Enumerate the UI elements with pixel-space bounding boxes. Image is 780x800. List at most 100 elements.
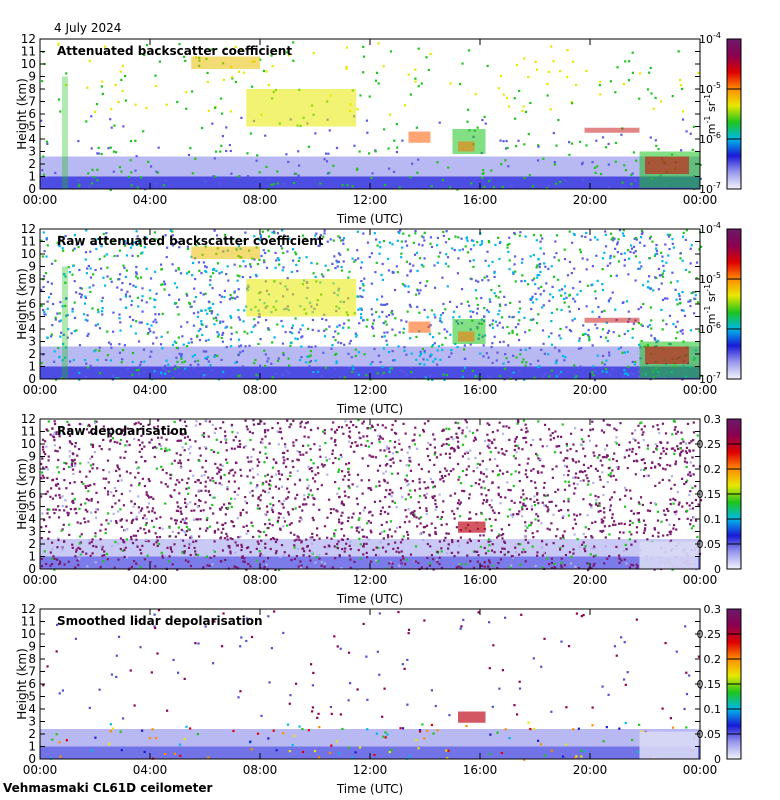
heatmap-cell (596, 238, 599, 241)
heatmap-cell (393, 501, 397, 504)
heatmap-cell (319, 455, 322, 458)
heatmap-cell (389, 458, 392, 461)
heatmap-cell (225, 506, 228, 510)
heatmap-cell (485, 468, 488, 471)
heatmap-cell (155, 336, 158, 339)
heatmap-cell (118, 240, 121, 243)
heatmap-cell (58, 320, 61, 323)
heatmap-cell (187, 477, 190, 480)
y-tick-label: 5 (28, 310, 36, 324)
heatmap-cell (564, 553, 568, 557)
heatmap-cell (668, 523, 671, 526)
heatmap-cell (135, 518, 138, 521)
heatmap-cell (637, 370, 640, 373)
heatmap-cell (536, 273, 539, 277)
heatmap-cell (501, 537, 504, 540)
heatmap-cell (43, 518, 46, 522)
heatmap-cell (660, 251, 663, 254)
heatmap-cell (649, 287, 652, 290)
heatmap-cell (312, 518, 315, 522)
heatmap-cell (602, 485, 605, 488)
heatmap-cell (406, 533, 410, 536)
heatmap-cell (96, 168, 99, 171)
heatmap-cell (488, 458, 492, 461)
heatmap-cell (589, 553, 592, 556)
heatmap-cell (98, 346, 101, 349)
heatmap-cell (187, 153, 191, 157)
heatmap-cell (286, 487, 289, 490)
heatmap-cell (47, 459, 50, 462)
heatmap-cell (196, 518, 199, 521)
heatmap-cell (469, 560, 472, 563)
heatmap-cell (64, 499, 67, 502)
heatmap-cell (580, 347, 583, 350)
heatmap-cell (684, 457, 687, 460)
heatmap-cell (399, 541, 403, 544)
heatmap-cell (197, 499, 201, 502)
heatmap-cell (102, 560, 105, 563)
heatmap-cell (311, 477, 315, 480)
heatmap-cell (183, 436, 187, 439)
heatmap-cell (406, 451, 409, 454)
heatmap-cell (674, 426, 677, 429)
heatmap-cell (246, 475, 249, 478)
heatmap-cell (579, 248, 582, 251)
heatmap-cell (510, 564, 513, 567)
heatmap-cell (212, 268, 216, 271)
heatmap-cell (669, 464, 672, 467)
heatmap-cell (207, 435, 210, 438)
y-tick-label: 2 (28, 347, 36, 361)
heatmap-cell (214, 150, 218, 153)
heatmap-cell (654, 96, 657, 99)
heatmap-cell (160, 283, 163, 286)
heatmap-cell (214, 354, 217, 357)
heatmap-cell (155, 541, 158, 544)
heatmap-cell (299, 328, 302, 331)
heatmap-cell (516, 64, 519, 67)
heatmap-cell (559, 546, 562, 550)
heatmap-cell (578, 339, 581, 342)
heatmap-cell (262, 259, 266, 262)
heatmap-cell (626, 373, 630, 377)
heatmap-cell (676, 445, 679, 448)
heatmap-cell (102, 438, 105, 442)
heatmap-cell (425, 509, 428, 512)
heatmap-cell (507, 250, 510, 254)
heatmap-cell (163, 368, 166, 371)
heatmap-cell (401, 495, 404, 499)
heatmap-cell (508, 268, 511, 271)
heatmap-cell (609, 475, 613, 478)
heatmap-cell (77, 557, 81, 561)
heatmap-cell (294, 497, 297, 500)
heatmap-cell (243, 239, 246, 242)
heatmap-cell (512, 272, 515, 275)
heatmap-cell (464, 563, 467, 566)
heatmap-cell (365, 536, 368, 539)
heatmap-cell (297, 259, 300, 263)
heatmap-cell (230, 296, 233, 299)
heatmap-cell (125, 519, 128, 522)
heatmap-cell (49, 564, 52, 567)
heatmap-cell (452, 447, 455, 450)
heatmap-cell (418, 478, 421, 481)
heatmap-cell (541, 566, 544, 569)
heatmap-cell (369, 529, 372, 532)
heatmap-cell (490, 525, 493, 528)
heatmap-cell (557, 488, 560, 491)
heatmap-cell (625, 489, 628, 492)
heatmap-cell (80, 533, 83, 536)
heatmap-cell (267, 526, 270, 530)
heatmap-cell (423, 422, 426, 425)
heatmap-cell (482, 355, 485, 358)
heatmap-cell (452, 316, 455, 319)
heatmap-cell (441, 429, 444, 433)
heatmap-cell (518, 463, 521, 467)
heatmap-cell (257, 497, 260, 500)
heatmap-cell (466, 451, 469, 454)
heatmap-cell (629, 519, 632, 523)
heatmap-cell (130, 511, 133, 514)
heatmap-cell (617, 443, 621, 446)
heatmap-cell (478, 478, 481, 481)
heatmap-cell (594, 323, 597, 326)
heatmap-cell (306, 355, 309, 358)
